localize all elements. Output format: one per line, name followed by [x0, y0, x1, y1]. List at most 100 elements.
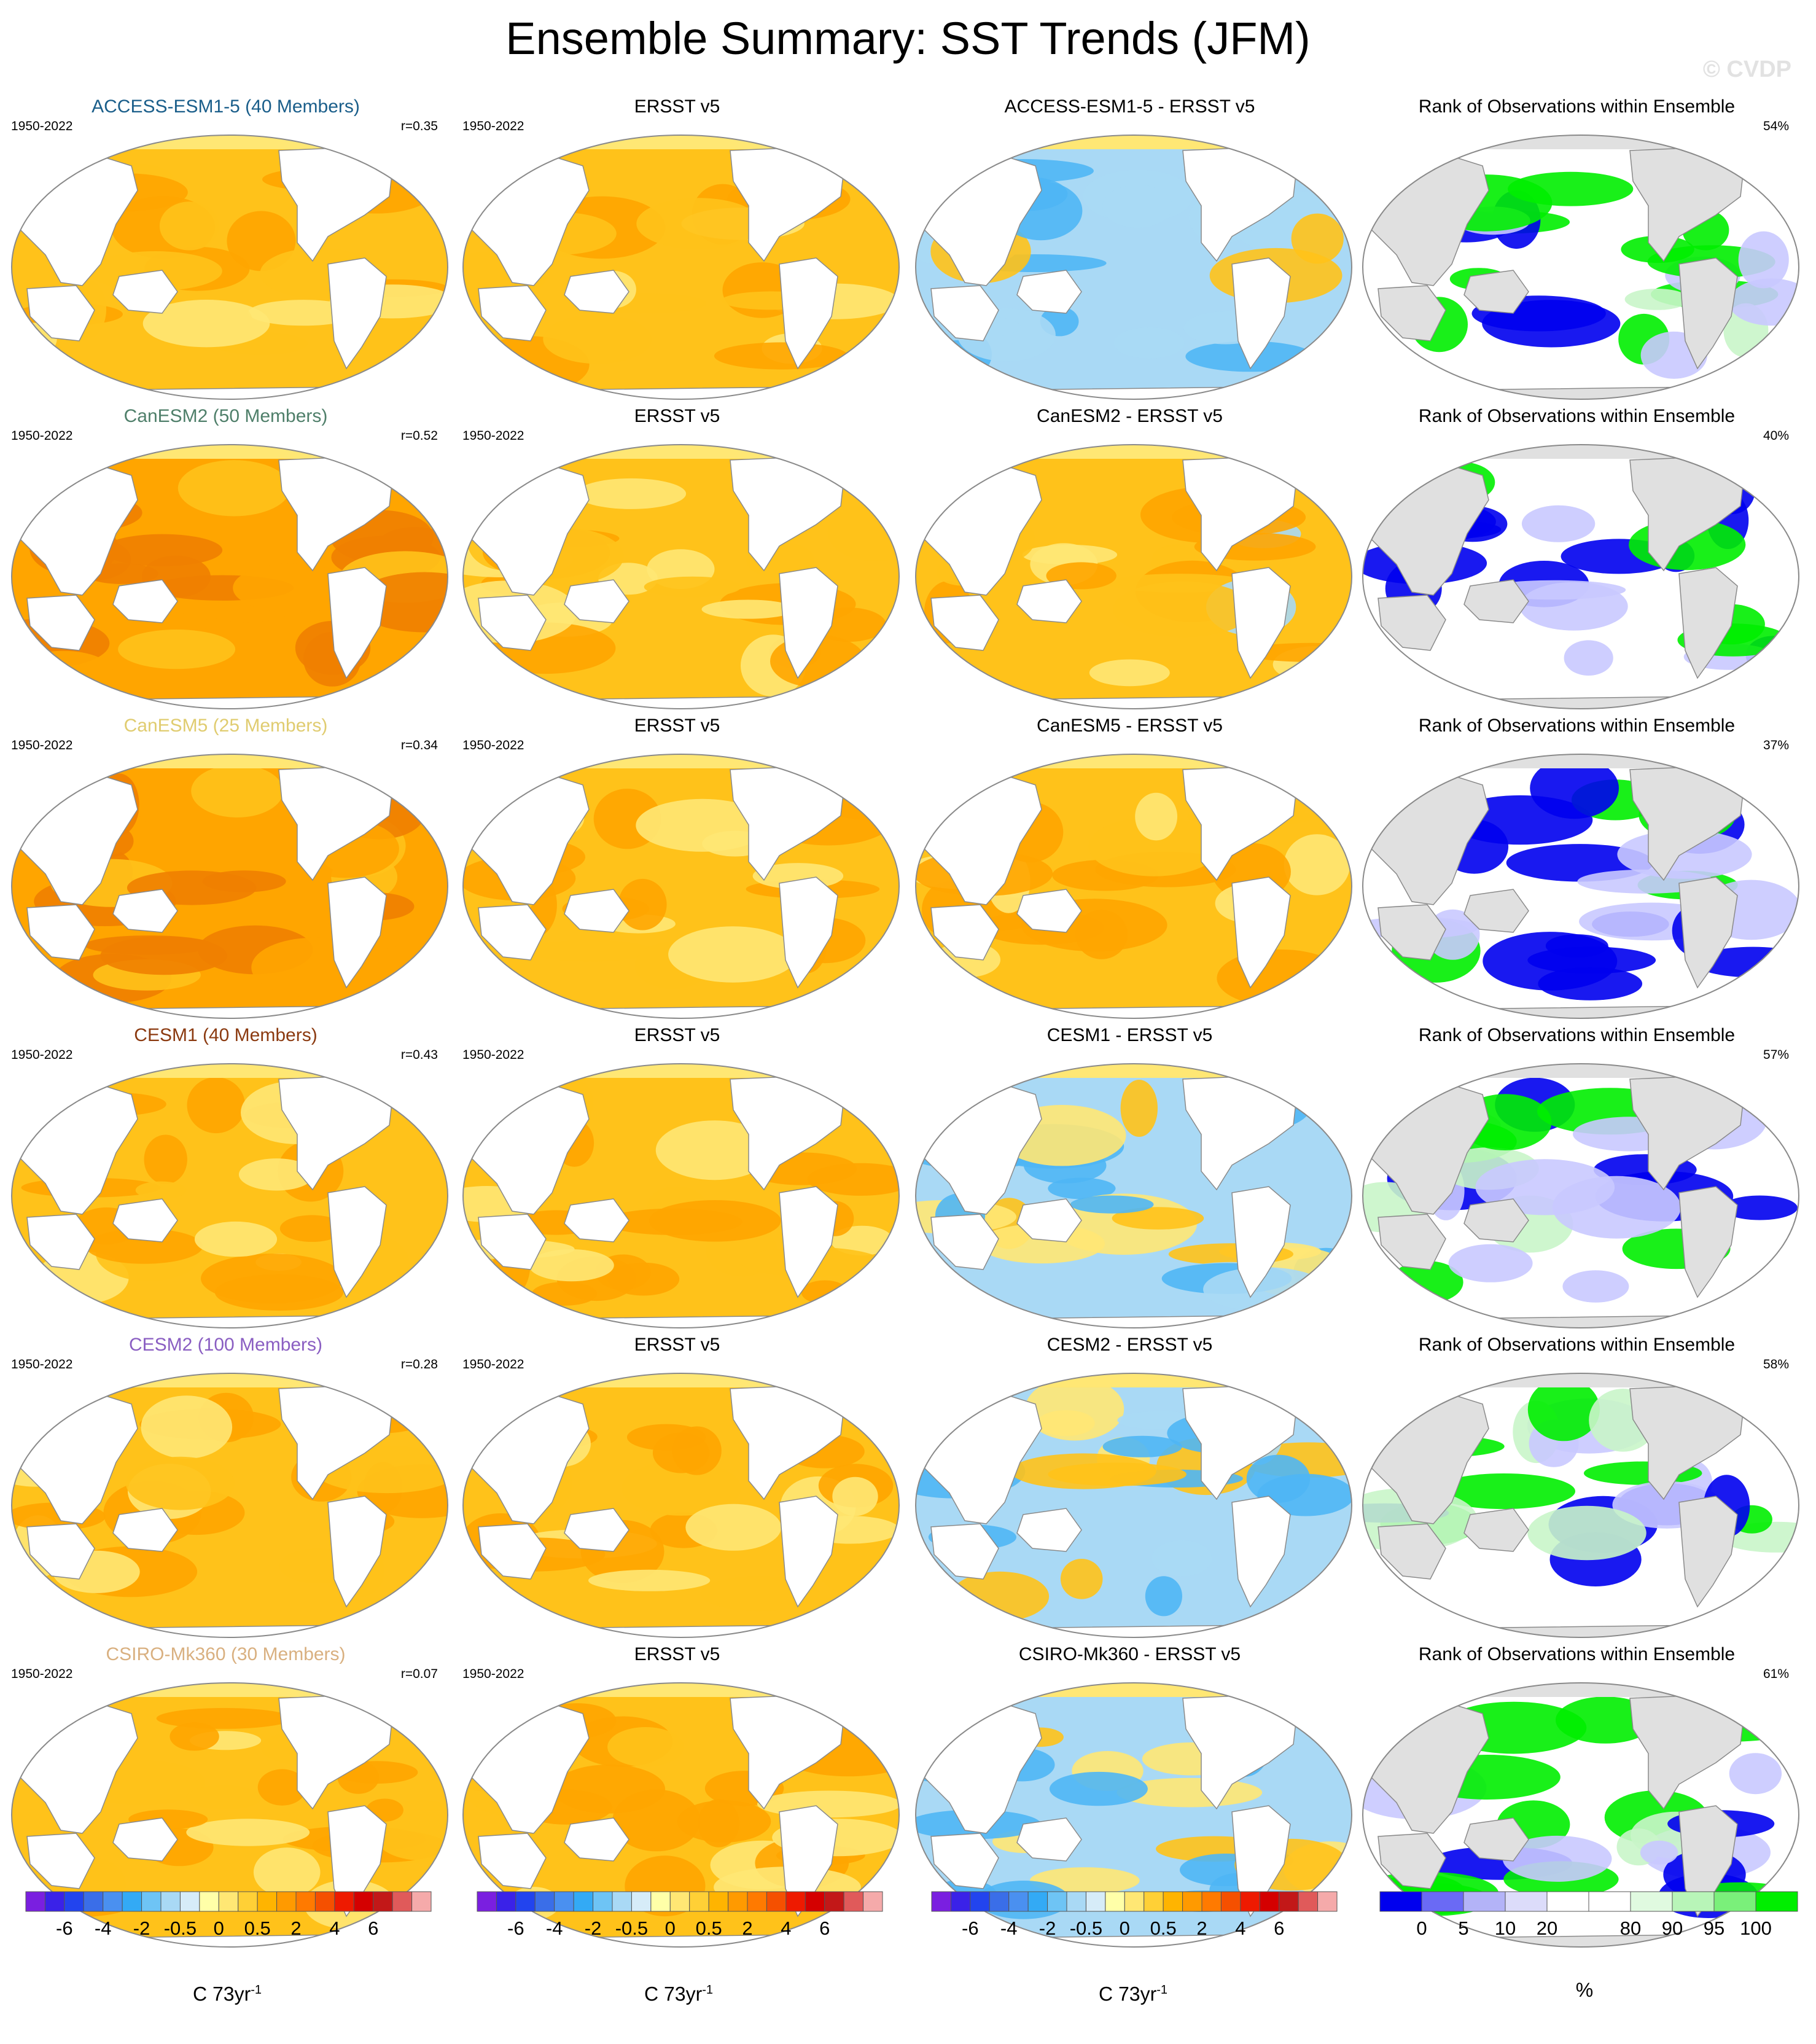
- colorbar-tick-label: 6: [368, 1917, 379, 1939]
- colorbar-tick-label: -0.5: [1069, 1917, 1103, 1939]
- field-patch: [1089, 659, 1170, 687]
- obs-panel: ERSST v5 1950-2022: [451, 1024, 903, 1334]
- field-patch: [177, 460, 290, 517]
- model-panel: CanESM5 (25 Members) 1950-2022 r=0.34: [0, 714, 451, 1024]
- colorbar-tick-label: 95: [1703, 1917, 1725, 1939]
- panel-row: CSIRO-Mk360 (30 Members) 1950-2022 r=0.07 E…: [0, 1643, 1816, 1953]
- colorbar-swatch: [1713, 1891, 1756, 1912]
- colorbar-unit-text: C 73yr: [1098, 1983, 1157, 2005]
- field-patch: [170, 1722, 219, 1751]
- field-patch: [1102, 185, 1172, 228]
- map-outline: [462, 135, 900, 400]
- panel-row: CanESM2 (50 Members) 1950-2022 r=0.52 ERSST…: [0, 405, 1816, 715]
- field-patch: [279, 1215, 345, 1242]
- land-mass: [112, 270, 178, 314]
- land-mass: [779, 257, 838, 370]
- panel-title: CESM1 - ERSST v5: [1046, 1025, 1213, 1045]
- map: [9, 1061, 451, 1331]
- panel-title: Rank of Observations within Ensemble: [1418, 1025, 1736, 1045]
- field-patch: [1088, 816, 1220, 876]
- panel-title: Rank of Observations within Ensemble: [1418, 96, 1736, 117]
- land-mass: [112, 579, 178, 623]
- colorbar-swatch: [1298, 1891, 1319, 1912]
- land-mass: [1463, 270, 1529, 314]
- panel-row: CanESM5 (25 Members) 1950-2022 r=0.34 ERSST…: [0, 714, 1816, 1024]
- land-mass: [93, 386, 366, 399]
- land-mass: [478, 1214, 547, 1270]
- land-mass: [26, 1523, 95, 1580]
- colorbar-diff: -6 -4 -2 -0.5 0 0.5 2 4 6: [930, 1890, 1382, 2032]
- colorbar-rank: 0 5 10 20 80 90 95 100: [1379, 1890, 1816, 2032]
- colorbar-tick-label: 2: [742, 1917, 753, 1939]
- land-mass: [1378, 1523, 1446, 1580]
- correlation-value: r=0.35: [400, 119, 438, 133]
- colorbar-tick-label: 80: [1619, 1917, 1642, 1939]
- colorbar-swatch: [650, 1891, 671, 1912]
- map-outline: [915, 754, 1352, 1019]
- map: [460, 1061, 902, 1331]
- panel-title: Rank of Observations within Ensemble: [1418, 716, 1736, 736]
- map-outline: [11, 1682, 448, 1948]
- diff-panel: ACCESS-ESM1-5 - ERSST v5: [904, 95, 1355, 405]
- field-patch: [1521, 505, 1596, 542]
- field-patch: [1037, 1410, 1095, 1437]
- map-outline: [11, 1063, 448, 1328]
- colorbar-tick-label: 2: [290, 1917, 302, 1939]
- panel-title: ERSST v5: [634, 1644, 720, 1664]
- land-mass: [1678, 257, 1738, 370]
- correlation-value: r=0.52: [400, 429, 438, 443]
- map: [460, 1370, 902, 1640]
- field-patch: [1562, 1270, 1629, 1303]
- panel-row: CESM2 (100 Members) 1950-2022 r=0.28 ERSST …: [0, 1333, 1816, 1644]
- colorbar-swatch: [334, 1891, 354, 1912]
- field-patch: [1721, 1195, 1798, 1220]
- panel-title: CSIRO-Mk360 - ERSST v5: [1018, 1644, 1241, 1664]
- land-mass: [545, 1315, 817, 1328]
- rank-panel: Rank of Observations within Ensemble 57%: [1351, 1024, 1802, 1334]
- land-mass: [26, 904, 95, 961]
- land-mass: [564, 270, 629, 314]
- land-mass: [779, 1186, 838, 1298]
- field-patch: [1624, 289, 1689, 310]
- colorbar-swatch: [160, 1891, 181, 1912]
- colorbar-swatch: [785, 1891, 806, 1912]
- land-mass: [564, 1508, 629, 1552]
- map-outline: [1362, 1063, 1799, 1328]
- colorbar-swatch: [805, 1891, 825, 1912]
- field-patch: [1070, 1195, 1154, 1214]
- colorbar-swatch: [669, 1891, 690, 1912]
- colorbar-swatch: [1279, 1891, 1299, 1912]
- colorbar-swatch: [25, 1891, 45, 1912]
- land-mass: [997, 1005, 1270, 1018]
- panel-title: ERSST v5: [634, 96, 720, 117]
- colorbar-swatch: [1379, 1891, 1422, 1912]
- panel-title: ACCESS-ESM1-5 - ERSST v5: [1004, 96, 1255, 117]
- figure-title: Ensemble Summary: SST Trends (JFM): [505, 13, 1311, 64]
- field-patch: [604, 1208, 742, 1235]
- colorbar-swatch: [1672, 1891, 1715, 1912]
- colorbar-swatch: [1144, 1891, 1164, 1912]
- land-mass: [26, 1214, 95, 1270]
- field-patch: [1145, 1576, 1182, 1617]
- field-patch: [1060, 1559, 1103, 1599]
- colorbar-swatch: [950, 1891, 971, 1912]
- colorbar-model: -6 -4 -2 -0.5 0 0.5 2 4 6: [25, 1890, 476, 2032]
- period-label: 1950-2022: [11, 119, 73, 133]
- colorbar-swatch: [496, 1891, 516, 1912]
- colorbar-swatch: [411, 1891, 432, 1912]
- colorbar-tick-label: 6: [1274, 1917, 1285, 1939]
- colorbar-swatch: [199, 1891, 219, 1912]
- map: [1360, 751, 1802, 1021]
- rank-panel: Rank of Observations within Ensemble 40%: [1351, 405, 1802, 715]
- field-patch: [644, 576, 741, 598]
- colorbar-swatch: [573, 1891, 594, 1912]
- land-mass: [93, 1625, 366, 1637]
- field-patch: [1049, 1771, 1148, 1806]
- colorbar-swatch: [179, 1891, 200, 1912]
- model-panel: ACCESS-ESM1-5 (40 Members) 1950-2022 r=0.3…: [0, 95, 451, 405]
- land-mass: [1444, 1625, 1717, 1637]
- field-patch: [527, 940, 653, 962]
- map-outline: [462, 1373, 900, 1638]
- land-mass: [545, 696, 817, 709]
- field-patch: [1502, 1835, 1612, 1882]
